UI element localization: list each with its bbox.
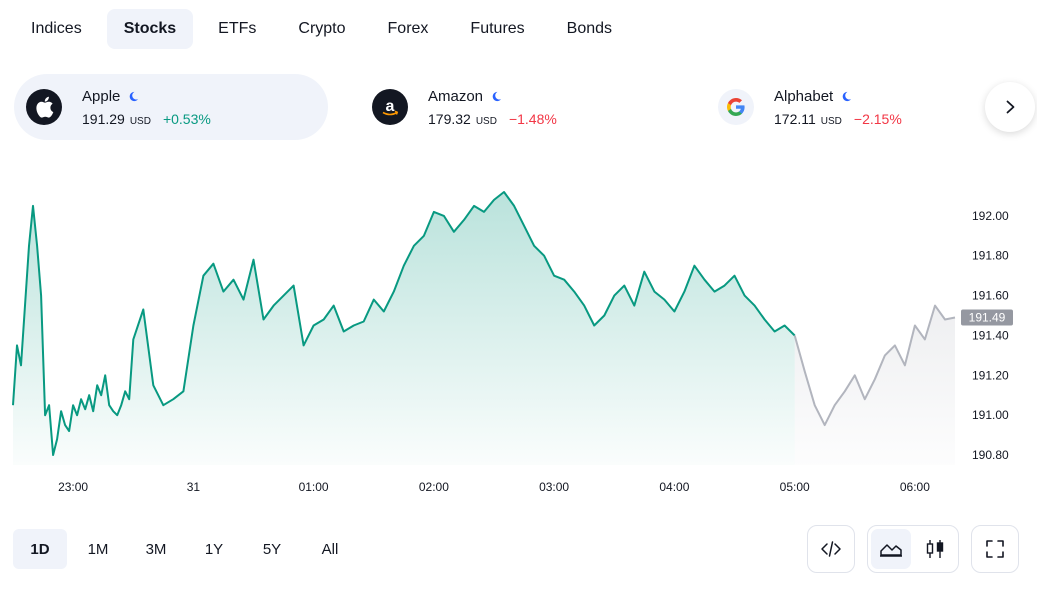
last-price-label: 191.49 <box>969 311 1006 325</box>
y-tick-label: 191.00 <box>972 408 1009 422</box>
x-tick-label: 04:00 <box>659 480 689 494</box>
price-chart[interactable]: 192.00 191.80 191.60 191.40 191.20 191.00 190.… <box>0 150 1037 505</box>
y-tick-label: 191.40 <box>972 329 1009 343</box>
extended-session-line <box>793 304 956 427</box>
area-style-button[interactable] <box>871 529 911 569</box>
tab-indices[interactable]: Indices <box>31 20 82 37</box>
next-symbols-button[interactable] <box>985 82 1035 132</box>
x-tick-label: 23:00 <box>58 480 88 494</box>
x-tick-label: 01:00 <box>299 480 329 494</box>
regular-session-area <box>13 192 795 465</box>
symbol-card-alphabet[interactable]: Alphabet 172.11 USD −2.15% <box>706 74 1020 140</box>
symbol-name: Amazon <box>428 87 484 105</box>
symbol-currency: USD <box>475 115 497 127</box>
moon-icon <box>130 91 139 101</box>
symbol-carousel: Apple 191.29 USD +0.53% a Amazon 179.32 … <box>14 74 1014 140</box>
fullscreen-icon <box>986 540 1004 558</box>
range-3m[interactable]: 3M <box>145 540 167 558</box>
chart-style-toggle <box>867 525 959 573</box>
y-tick-label: 191.60 <box>972 289 1009 303</box>
symbol-price: 179.32 <box>428 110 471 127</box>
range-1m[interactable]: 1M <box>87 540 109 558</box>
code-icon <box>821 541 841 557</box>
symbol-card-apple[interactable]: Apple 191.29 USD +0.53% <box>14 74 328 140</box>
fullscreen-button[interactable] <box>971 525 1019 573</box>
candles-style-button[interactable] <box>915 529 955 569</box>
symbol-currency: USD <box>129 115 151 127</box>
svg-text:a: a <box>386 98 395 115</box>
extended-session-area <box>794 305 955 465</box>
tab-futures[interactable]: Futures <box>470 20 525 37</box>
moon-icon <box>492 91 502 101</box>
range-tabs: 1D 1M 3M 1Y 5Y All <box>13 529 361 569</box>
symbol-change: −2.15% <box>853 110 902 127</box>
range-all[interactable]: All <box>321 540 339 558</box>
x-tick-label: 06:00 <box>900 480 930 494</box>
x-tick-label: 02:00 <box>419 480 449 494</box>
x-tick-label: 31 <box>187 480 201 494</box>
symbol-name: Apple <box>82 87 121 105</box>
symbol-price: 191.29 <box>82 110 125 127</box>
y-tick-label: 190.80 <box>972 448 1009 462</box>
x-tick-label: 03:00 <box>539 480 569 494</box>
symbol-currency: USD <box>820 115 842 127</box>
range-1d[interactable]: 1D <box>13 529 67 569</box>
google-logo-icon <box>718 89 754 125</box>
range-5y[interactable]: 5Y <box>262 540 282 558</box>
symbol-card-amazon[interactable]: a Amazon 179.32 USD −1.48% <box>360 74 674 140</box>
y-tick-label: 192.00 <box>972 209 1009 223</box>
range-1y[interactable]: 1Y <box>204 540 224 558</box>
area-chart-icon <box>880 544 902 557</box>
tab-stocks[interactable]: Stocks <box>106 9 194 49</box>
y-tick-label: 191.20 <box>972 368 1009 382</box>
symbol-name: Alphabet <box>774 87 834 105</box>
tab-bonds[interactable]: Bonds <box>566 20 613 37</box>
apple-logo-icon <box>26 89 62 125</box>
amazon-logo-icon: a <box>372 89 408 125</box>
tab-forex[interactable]: Forex <box>387 20 429 37</box>
candlestick-icon <box>926 540 944 558</box>
x-tick-label: 05:00 <box>780 480 810 494</box>
symbol-change: −1.48% <box>508 110 557 127</box>
moon-icon <box>842 91 852 101</box>
chevron-right-icon <box>1006 100 1015 114</box>
y-tick-label: 191.80 <box>972 249 1009 263</box>
market-tabs: Indices Stocks ETFs Crypto Forex Futures… <box>14 9 637 49</box>
regular-session-line <box>12 191 796 456</box>
tab-etfs[interactable]: ETFs <box>218 20 257 37</box>
symbol-change: +0.53% <box>162 110 211 127</box>
tab-crypto[interactable]: Crypto <box>298 20 346 37</box>
symbol-price: 172.11 <box>774 110 816 127</box>
embed-button[interactable] <box>807 525 855 573</box>
last-price-tag <box>961 309 1013 326</box>
